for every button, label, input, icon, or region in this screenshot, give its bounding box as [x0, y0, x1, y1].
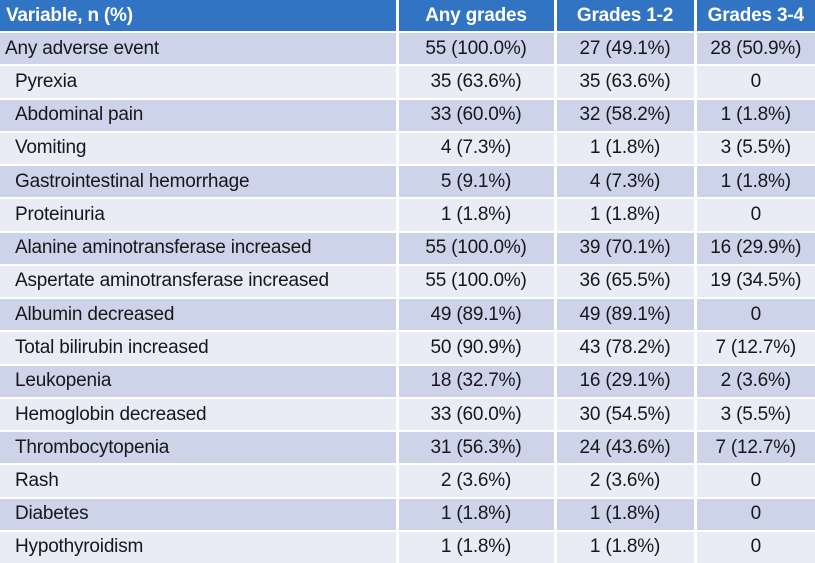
- any-grades-cell: 35 (63.6%): [395, 64, 557, 100]
- variable-cell: Alanine aminotransferase increased: [0, 230, 399, 266]
- grades-1-2-cell: 30 (54.5%): [553, 396, 697, 433]
- variable-cell: Hypothyroidism: [0, 529, 399, 563]
- table-row: Albumin decreased 49 (89.1%) 49 (89.1%) 0: [0, 297, 815, 333]
- table-row: Thrombocytopenia 31 (56.3%) 24 (43.6%) 7 (1…: [0, 430, 815, 466]
- variable-cell: Pyrexia: [0, 64, 399, 100]
- table-row: Hemoglobin decreased 33 (60.0%) 30 (54.5%)…: [0, 396, 815, 433]
- grades-3-4-cell: 0: [693, 496, 815, 532]
- table-row: Proteinuria 1 (1.8%) 1 (1.8%) 0: [0, 197, 815, 233]
- any-grades-cell: 2 (3.6%): [395, 463, 557, 499]
- variable-cell: Aspertate aminotransferase increased: [0, 263, 399, 300]
- grades-3-4-cell: 19 (34.5%): [693, 263, 815, 300]
- table-row: Pyrexia 35 (63.6%) 35 (63.6%) 0: [0, 64, 815, 100]
- variable-cell: Albumin decreased: [0, 297, 399, 333]
- table-row: Gastrointestinal hemorrhage 5 (9.1%) 4 (7.…: [0, 164, 815, 200]
- any-grades-cell: 31 (56.3%): [395, 430, 557, 466]
- grades-1-2-cell: 43 (78.2%): [553, 330, 697, 366]
- grades-1-2-cell: 1 (1.8%): [553, 496, 697, 532]
- table-row: Vomiting 4 (7.3%) 1 (1.8%) 3 (5.5%): [0, 130, 815, 167]
- any-grades-cell: 55 (100.0%): [395, 263, 557, 300]
- grades-1-2-cell: 27 (49.1%): [553, 30, 697, 67]
- grades-3-4-cell: 7 (12.7%): [693, 430, 815, 466]
- table-row: Alanine aminotransferase increased 55 (10…: [0, 230, 815, 266]
- grades-1-2-cell: 49 (89.1%): [553, 297, 697, 333]
- grades-3-4-cell: 1 (1.8%): [693, 97, 815, 133]
- column-header-variable: Variable, n (%): [0, 0, 399, 33]
- variable-cell: Leukopenia: [0, 363, 399, 399]
- grades-3-4-cell: 3 (5.5%): [693, 396, 815, 433]
- variable-cell: Gastrointestinal hemorrhage: [0, 164, 399, 200]
- variable-cell: Abdominal pain: [0, 97, 399, 133]
- variable-cell: Proteinuria: [0, 197, 399, 233]
- column-header-any-grades: Any grades: [395, 0, 557, 33]
- any-grades-cell: 18 (32.7%): [395, 363, 557, 399]
- column-header-grades-3-4: Grades 3-4: [693, 0, 815, 33]
- any-grades-cell: 33 (60.0%): [395, 97, 557, 133]
- grades-3-4-cell: 0: [693, 463, 815, 499]
- variable-cell: Any adverse event: [0, 30, 399, 67]
- grades-1-2-cell: 4 (7.3%): [553, 164, 697, 200]
- variable-cell: Thrombocytopenia: [0, 430, 399, 466]
- any-grades-cell: 49 (89.1%): [395, 297, 557, 333]
- grades-1-2-cell: 36 (65.5%): [553, 263, 697, 300]
- variable-cell: Diabetes: [0, 496, 399, 532]
- grades-3-4-cell: 1 (1.8%): [693, 164, 815, 200]
- any-grades-cell: 1 (1.8%): [395, 197, 557, 233]
- table-header: Variable, n (%) Any grades Grades 1-2 Gr…: [0, 0, 815, 33]
- grades-3-4-cell: 0: [693, 529, 815, 563]
- variable-cell: Rash: [0, 463, 399, 499]
- any-grades-cell: 4 (7.3%): [395, 130, 557, 167]
- grades-1-2-cell: 24 (43.6%): [553, 430, 697, 466]
- grades-3-4-cell: 0: [693, 297, 815, 333]
- grades-3-4-cell: 0: [693, 197, 815, 233]
- table-row: Abdominal pain 33 (60.0%) 32 (58.2%) 1 (1.8…: [0, 97, 815, 133]
- grades-1-2-cell: 2 (3.6%): [553, 463, 697, 499]
- any-grades-cell: 1 (1.8%): [395, 496, 557, 532]
- variable-cell: Vomiting: [0, 130, 399, 167]
- grades-3-4-cell: 2 (3.6%): [693, 363, 815, 399]
- grades-1-2-cell: 16 (29.1%): [553, 363, 697, 399]
- variable-cell: Hemoglobin decreased: [0, 396, 399, 433]
- grades-3-4-cell: 3 (5.5%): [693, 130, 815, 167]
- table-row: Any adverse event 55 (100.0%) 27 (49.1%) 28…: [0, 30, 815, 67]
- table-row: Hypothyroidism 1 (1.8%) 1 (1.8%) 0: [0, 529, 815, 563]
- any-grades-cell: 55 (100.0%): [395, 30, 557, 67]
- table-row: Aspertate aminotransferase increased 55 (…: [0, 263, 815, 300]
- grades-3-4-cell: 16 (29.9%): [693, 230, 815, 266]
- table-row: Diabetes 1 (1.8%) 1 (1.8%) 0: [0, 496, 815, 532]
- grades-3-4-cell: 0: [693, 64, 815, 100]
- grades-1-2-cell: 32 (58.2%): [553, 97, 697, 133]
- any-grades-cell: 33 (60.0%): [395, 396, 557, 433]
- table-body: Any adverse event 55 (100.0%) 27 (49.1%) 28…: [0, 30, 815, 563]
- any-grades-cell: 1 (1.8%): [395, 529, 557, 563]
- table-row: Total bilirubin increased 50 (90.9%) 43 (7…: [0, 330, 815, 366]
- grades-1-2-cell: 35 (63.6%): [553, 64, 697, 100]
- grades-1-2-cell: 39 (70.1%): [553, 230, 697, 266]
- header-row: Variable, n (%) Any grades Grades 1-2 Gr…: [0, 0, 815, 33]
- variable-cell: Total bilirubin increased: [0, 330, 399, 366]
- any-grades-cell: 55 (100.0%): [395, 230, 557, 266]
- grades-3-4-cell: 28 (50.9%): [693, 30, 815, 67]
- grades-1-2-cell: 1 (1.8%): [553, 197, 697, 233]
- grades-3-4-cell: 7 (12.7%): [693, 330, 815, 366]
- table-row: Rash 2 (3.6%) 2 (3.6%) 0: [0, 463, 815, 499]
- any-grades-cell: 50 (90.9%): [395, 330, 557, 366]
- table-row: Leukopenia 18 (32.7%) 16 (29.1%) 2 (3.6%): [0, 363, 815, 399]
- column-header-grades-1-2: Grades 1-2: [553, 0, 697, 33]
- grades-1-2-cell: 1 (1.8%): [553, 529, 697, 563]
- grades-1-2-cell: 1 (1.8%): [553, 130, 697, 167]
- any-grades-cell: 5 (9.1%): [395, 164, 557, 200]
